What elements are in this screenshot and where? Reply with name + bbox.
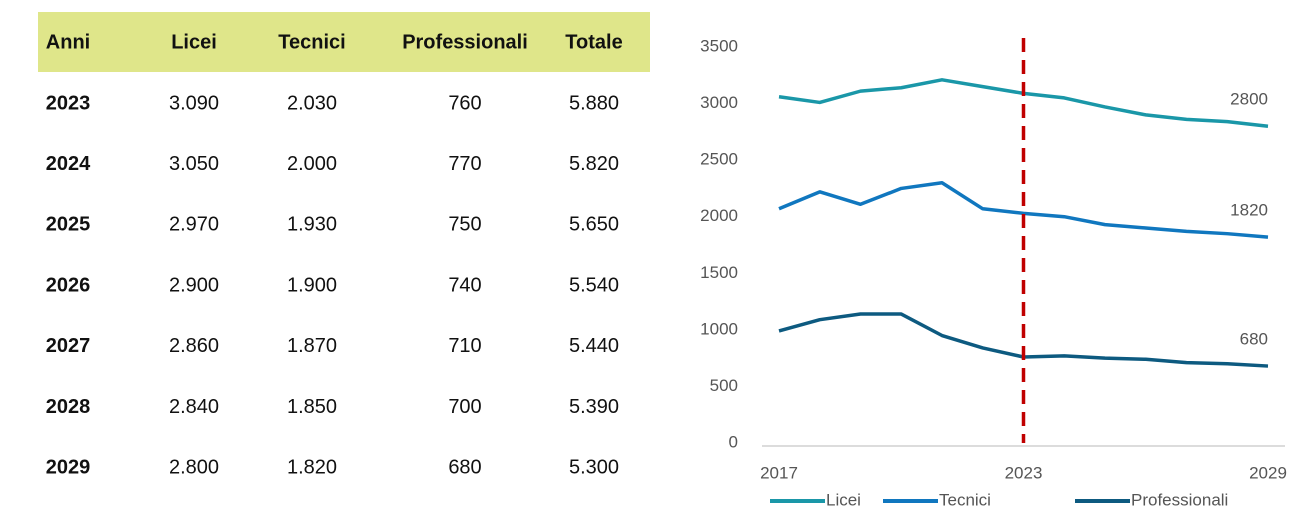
column-header: Anni bbox=[46, 31, 90, 53]
table-cell: 2.970 bbox=[169, 214, 219, 236]
table-cell: 760 bbox=[448, 92, 481, 114]
table-cell: 1.820 bbox=[287, 456, 337, 478]
table-cell: 710 bbox=[448, 335, 481, 357]
table-cell: 2.900 bbox=[169, 274, 219, 296]
column-header: Professionali bbox=[402, 31, 528, 53]
row-header: 2024 bbox=[46, 153, 91, 175]
table-header-bg bbox=[38, 12, 650, 72]
table-cell: 2.800 bbox=[169, 456, 219, 478]
row-header: 2025 bbox=[46, 214, 91, 236]
table-cell: 5.390 bbox=[569, 396, 619, 418]
table-cell: 1.930 bbox=[287, 214, 337, 236]
table-cell: 750 bbox=[448, 214, 481, 236]
table-cell: 740 bbox=[448, 274, 481, 296]
table-cell: 1.900 bbox=[287, 274, 337, 296]
table-cell: 700 bbox=[448, 396, 481, 418]
legend-label: Licei bbox=[826, 490, 861, 509]
legend-label: Tecnici bbox=[939, 490, 991, 509]
row-header: 2029 bbox=[46, 456, 91, 478]
table-cell: 1.870 bbox=[287, 335, 337, 357]
table-cell: 2.860 bbox=[169, 335, 219, 357]
table-cell: 5.440 bbox=[569, 335, 619, 357]
table-cell: 3.050 bbox=[169, 153, 219, 175]
y-tick-label: 1500 bbox=[700, 263, 738, 282]
table-cell: 1.850 bbox=[287, 396, 337, 418]
y-tick-label: 3000 bbox=[700, 93, 738, 112]
column-header: Tecnici bbox=[278, 31, 345, 53]
y-tick-label: 2500 bbox=[700, 150, 738, 169]
table-cell: 5.300 bbox=[569, 456, 619, 478]
row-header: 2028 bbox=[46, 396, 91, 418]
table-cell: 5.540 bbox=[569, 274, 619, 296]
column-header: Licei bbox=[171, 31, 217, 53]
table-cell: 5.880 bbox=[569, 92, 619, 114]
y-tick-label: 3500 bbox=[700, 36, 738, 55]
x-tick-label: 2023 bbox=[1005, 463, 1043, 482]
data-label: 1820 bbox=[1230, 201, 1268, 220]
table-cell: 680 bbox=[448, 456, 481, 478]
table-cell: 770 bbox=[448, 153, 481, 175]
y-tick-label: 2000 bbox=[700, 206, 738, 225]
x-tick-label: 2029 bbox=[1249, 463, 1287, 482]
series-line bbox=[778, 181, 1269, 239]
data-label: 2800 bbox=[1230, 90, 1268, 109]
table-cell: 2.000 bbox=[287, 153, 337, 175]
x-tick-label: 2017 bbox=[760, 463, 798, 482]
row-header: 2023 bbox=[46, 92, 91, 114]
table-cell: 2.840 bbox=[169, 396, 219, 418]
row-header: 2027 bbox=[46, 335, 91, 357]
y-tick-label: 0 bbox=[729, 432, 738, 451]
column-header: Totale bbox=[565, 31, 622, 53]
table-cell: 3.090 bbox=[169, 92, 219, 114]
table-cell: 5.820 bbox=[569, 153, 619, 175]
data-label: 680 bbox=[1240, 330, 1268, 349]
row-header: 2026 bbox=[46, 274, 91, 296]
table-cell: 2.030 bbox=[287, 92, 337, 114]
y-tick-label: 500 bbox=[710, 376, 738, 395]
legend-label: Professionali bbox=[1131, 490, 1228, 509]
y-tick-label: 1000 bbox=[700, 319, 738, 338]
table-cell: 5.650 bbox=[569, 214, 619, 236]
